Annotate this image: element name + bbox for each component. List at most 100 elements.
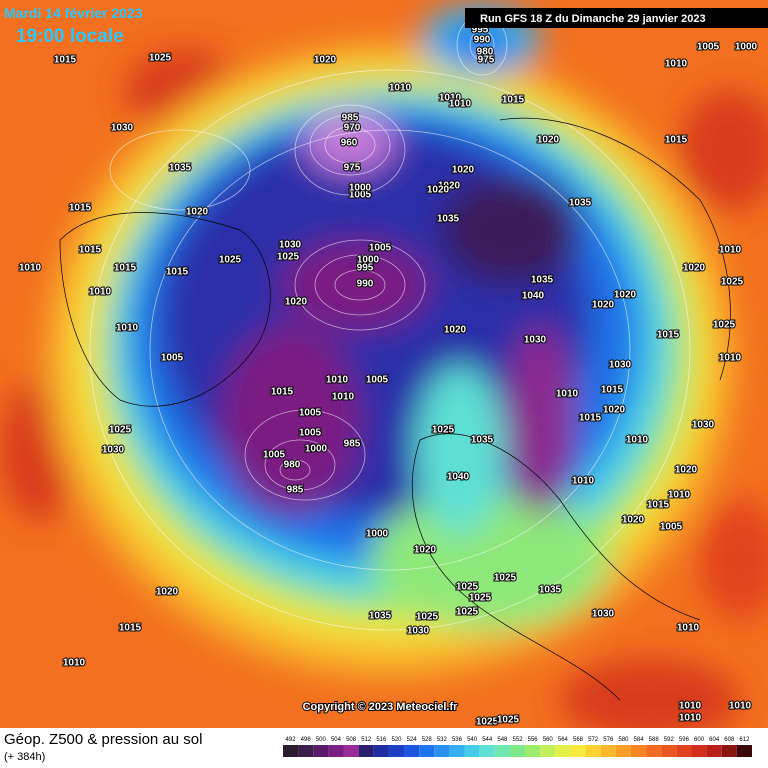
isobar-label: 1020 [614,290,637,301]
legend-label: 536 [452,737,463,743]
legend-swatch [570,745,586,757]
legend-swatch [343,745,359,757]
isobar-label: 1010 [719,245,742,256]
isobar-label: 1010 [665,59,688,70]
isobar-label: 1025 [476,717,499,728]
isobar-label: 1025 [277,252,300,263]
isobar-label: 1020 [285,297,308,308]
isobar-label: 1010 [572,476,595,487]
legend-swatch [585,745,601,757]
isobar-label: 960 [341,138,358,149]
isobar-label: 1020 [314,55,337,66]
coastlines [59,117,731,701]
isobar-label: 985 [287,485,304,496]
isobar-label: 1020 [156,587,179,598]
isobar-label: 1015 [114,263,137,274]
isobar-label: 1030 [111,123,134,134]
lead-time: (+ 384h) [4,751,45,763]
legend-swatch [721,745,737,757]
isobar-label: 1005 [349,190,372,201]
weather-map: 1015 1025 1020 1010 1030 1035 1015 1020 1015 1010… [0,0,768,728]
isobar-label: 1030 [692,420,715,431]
isobar-label: 1020 [414,545,437,556]
legend-label: 504 [331,737,342,743]
legend-label: 572 [588,737,599,743]
isobar-label: 1035 [531,275,554,286]
legend-label: 496 [301,737,312,743]
isobar-label: 1005 [697,42,720,53]
isobar-labels: 1015 1025 1020 1010 1030 1035 1015 1020 1015 1010… [18,24,759,728]
isobar-label: 980 [477,47,494,58]
isobar-label: 1015 [54,55,77,66]
legend-label: 588 [649,737,660,743]
isobar-label: 1040 [447,472,470,483]
isobar-label: 1005 [263,450,286,461]
isobar-label: 1025 [416,612,439,623]
isobar-label: 970 [344,123,361,134]
legend-label: 576 [603,737,614,743]
footer-title: Géop. Z500 & pression au sol [4,731,202,748]
isobar-label: 1025 [109,425,132,436]
isobar-label: 1035 [471,435,494,446]
isobar-label: 990 [474,35,491,46]
legend-label: 556 [528,737,539,743]
isobar-label: 1015 [69,203,92,214]
isobar-label: 1015 [579,413,602,424]
isobar-label: 1005 [366,375,389,386]
legend-label: 512 [361,737,372,743]
run-banner [465,8,768,28]
field [0,5,768,728]
isobar-label: 1010 [326,375,349,386]
legend-label: 528 [422,737,433,743]
isobar-label: 1000 [735,42,758,53]
legend-label: 584 [634,737,645,743]
legend-swatch [328,745,344,757]
isobar-label: 1015 [647,500,670,511]
legend-swatch [373,745,389,757]
isobar-label: 1010 [679,701,702,712]
legend-label: 500 [316,737,327,743]
legend-label: 532 [437,737,448,743]
date: Mardi 14 février 2023 [4,5,143,21]
legend-swatch [600,745,616,757]
isobar-label: 1000 [305,444,328,455]
isobar-label: 1010 [439,93,462,104]
legend-swatch [434,745,450,757]
isobar-label: 1010 [389,83,412,94]
legend-swatch [736,745,752,757]
legend-swatch [555,745,571,757]
legend-label: 612 [739,737,750,743]
isobar-label: 995 [357,263,374,274]
isobar-label: 1005 [369,243,392,254]
legend-label: 492 [286,737,297,743]
isobar-label: 1005 [299,408,322,419]
legend-swatch [691,745,707,757]
legend-label: 608 [724,737,735,743]
isobar-label: 1000 [366,529,389,540]
isobar-label: 990 [357,279,374,290]
isobar-label: 1025 [721,277,744,288]
legend-swatch [525,745,541,757]
legend-swatch [646,745,662,757]
legend-swatch [494,745,510,757]
run-info: Run GFS 18 Z du Dimanche 29 janvier 2023 [480,13,706,25]
isobar-label: 1030 [279,240,302,251]
legend-label: 544 [482,737,493,743]
isobar-label: 1010 [89,287,112,298]
legend-swatch [615,745,631,757]
isobar-label: 1010 [116,323,139,334]
isobar-label: 1035 [569,198,592,209]
legend-label: 516 [376,737,387,743]
isobar-label: 1025 [456,607,479,618]
legend-swatch [298,745,314,757]
legend-label: 580 [618,737,629,743]
isobar-label: 1025 [149,53,172,64]
isobar-label: 1015 [166,267,189,278]
isobar-label: 1005 [660,522,683,533]
isobar-label: 1015 [271,387,294,398]
time: 19:00 locale [16,26,124,47]
isobar-label: 1020 [592,300,615,311]
legend-label: 604 [709,737,720,743]
legend-swatch [404,745,420,757]
legend-label: 508 [346,737,357,743]
